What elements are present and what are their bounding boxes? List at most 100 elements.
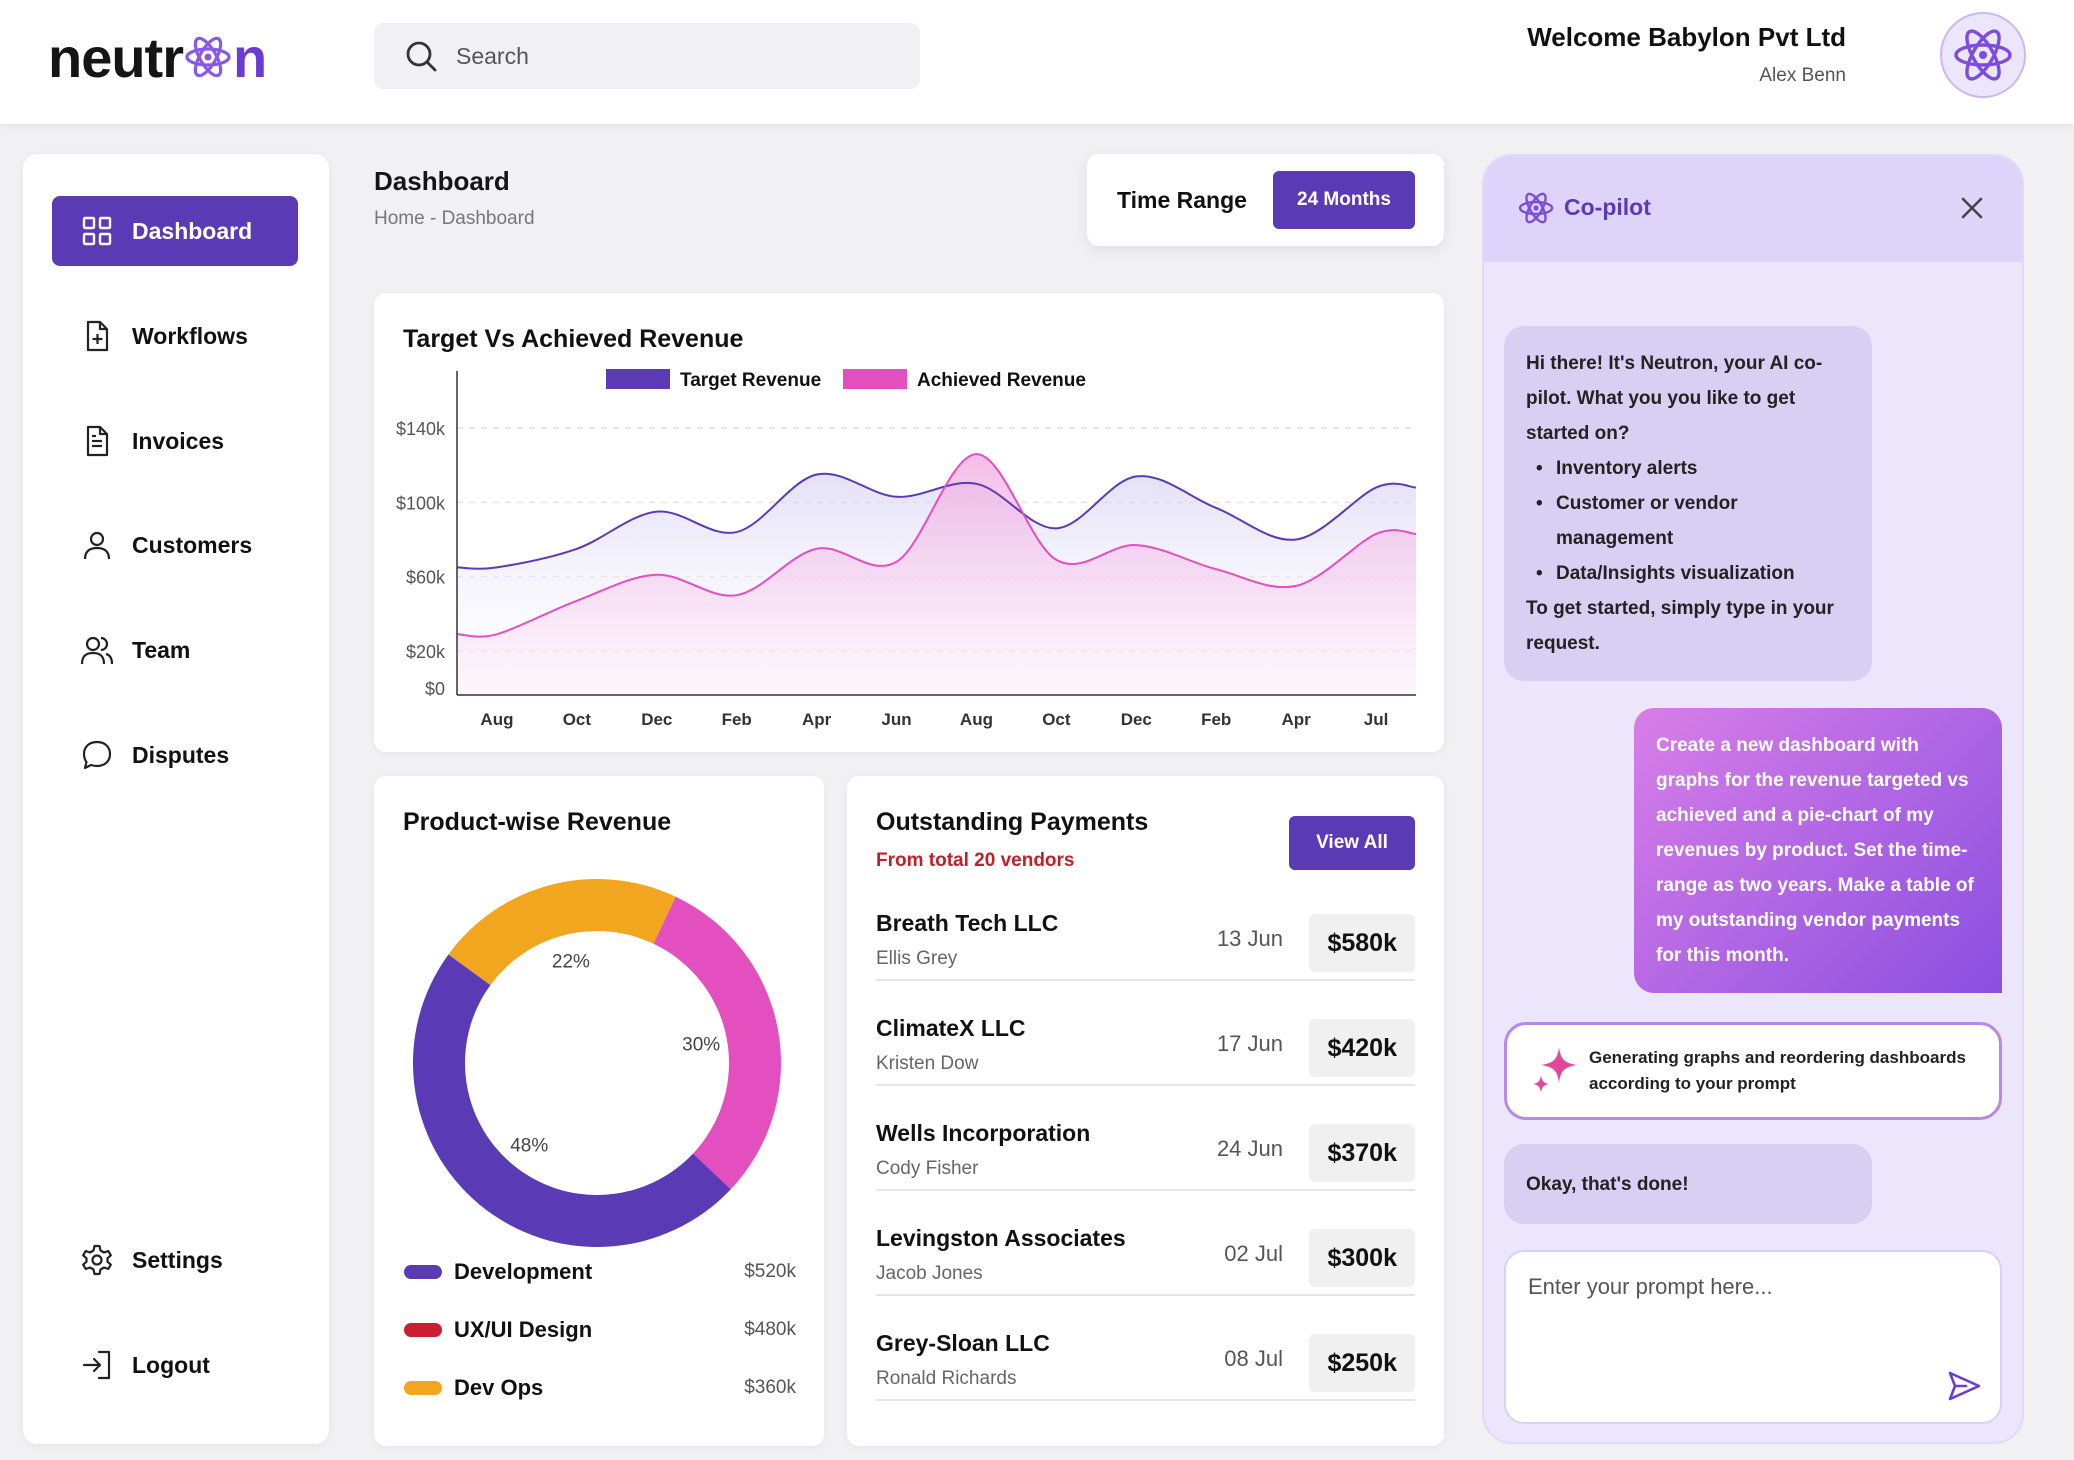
search-input[interactable] bbox=[456, 42, 876, 70]
x-tick-label: Feb bbox=[722, 710, 752, 729]
copilot-outro-text: To get started, simply type in your requ… bbox=[1526, 598, 1834, 654]
document-icon bbox=[86, 425, 109, 457]
x-tick-label: Feb bbox=[1201, 710, 1231, 729]
neutron-logo[interactable]: neutr n bbox=[48, 24, 267, 90]
legend-swatch bbox=[404, 1265, 442, 1279]
revenue-chart-title: Target Vs Achieved Revenue bbox=[403, 325, 744, 353]
top-bar: neutr n Welcome Babylon Pvt Ltd Alex Ben… bbox=[0, 0, 2074, 124]
sidebar-logout-label: Logout bbox=[132, 1351, 210, 1378]
x-tick-label: Aug bbox=[480, 710, 513, 729]
table-row[interactable]: Wells Incorporation Cody Fisher 24 Jun $… bbox=[876, 1086, 1415, 1191]
logo-text-prefix: neutr bbox=[48, 25, 184, 89]
donut-value-label: 22% bbox=[552, 951, 590, 972]
table-row[interactable]: Breath Tech LLC Ellis Grey 13 Jun $580k bbox=[876, 876, 1415, 981]
payment-amount: $370k bbox=[1309, 1124, 1415, 1182]
time-range-button[interactable]: 24 Months bbox=[1273, 171, 1415, 229]
users-icon bbox=[80, 636, 114, 665]
sidebar-item-invoices[interactable]: Invoices bbox=[52, 406, 298, 476]
legend-name: Dev Ops bbox=[454, 1375, 544, 1400]
x-tick-label: Apr bbox=[802, 710, 832, 729]
copilot-done-text: Okay, that's done! bbox=[1526, 1173, 1689, 1195]
legend-swatch bbox=[404, 1323, 442, 1337]
sidebar-item-disputes[interactable]: Disputes bbox=[52, 720, 298, 790]
close-icon[interactable] bbox=[1956, 192, 1988, 224]
copilot-panel: Co-pilot Hi there! It's Neutron, your AI… bbox=[1482, 154, 2024, 1444]
copilot-option: Data/Insights visualization bbox=[1536, 556, 1850, 591]
sidebar-item-label: Invoices bbox=[132, 427, 225, 454]
payment-amount: $300k bbox=[1309, 1229, 1415, 1287]
table-row[interactable]: ClimateX LLC Kristen Dow 17 Jun $420k bbox=[876, 981, 1415, 1086]
revenue-chart-card: Target Vs Achieved Revenue $0 $20k $60k $10… bbox=[374, 293, 1444, 752]
vendor-name: ClimateX LLC bbox=[876, 1015, 1026, 1041]
payment-amount: $580k bbox=[1309, 914, 1415, 972]
legend-value: $480k bbox=[744, 1319, 796, 1340]
sidebar-item-logout[interactable]: Logout bbox=[52, 1330, 298, 1400]
time-range-label: Time Range bbox=[1117, 186, 1247, 213]
legend-swatch bbox=[606, 369, 670, 389]
copilot-title: Co-pilot bbox=[1564, 194, 1651, 220]
payment-date: 17 Jun bbox=[1216, 1031, 1283, 1056]
avatar[interactable] bbox=[1940, 12, 2026, 98]
copilot-header: Co-pilot bbox=[1484, 156, 2022, 262]
y-tick-label: $20k bbox=[406, 642, 446, 662]
table-row[interactable]: Grey-Sloan LLC Ronald Richards 08 Jul $2… bbox=[876, 1296, 1415, 1401]
page-title: Dashboard bbox=[374, 166, 510, 196]
logout-icon bbox=[82, 1350, 111, 1380]
vendor-name: Grey-Sloan LLC bbox=[876, 1330, 1050, 1356]
atom-icon bbox=[185, 36, 231, 78]
donut-value-label: 30% bbox=[682, 1034, 720, 1055]
y-tick-label: $60k bbox=[406, 568, 446, 588]
vendor-name: Levingston Associates bbox=[876, 1225, 1126, 1251]
prompt-input[interactable] bbox=[1528, 1274, 1968, 1374]
sidebar-item-dashboard[interactable]: Dashboard bbox=[52, 196, 298, 266]
copilot-message-done: Okay, that's done! bbox=[1504, 1144, 1872, 1224]
legend-label: Achieved Revenue bbox=[917, 370, 1086, 391]
legend-value: $520k bbox=[744, 1261, 796, 1282]
x-tick-label: Jun bbox=[881, 710, 911, 729]
product-revenue-card: Product-wise Revenue 22% 30% 48% Developme… bbox=[374, 776, 824, 1446]
copilot-option: Inventory alerts bbox=[1536, 451, 1850, 486]
vendor-contact: Kristen Dow bbox=[876, 1053, 979, 1074]
sidebar-item-label: Workflows bbox=[132, 322, 248, 349]
gear-icon bbox=[82, 1244, 112, 1276]
legend-swatch bbox=[843, 369, 907, 389]
table-row[interactable]: Levingston Associates Jacob Jones 02 Jul… bbox=[876, 1191, 1415, 1296]
copilot-status-text: Generating graphs and reordering dashboa… bbox=[1589, 1048, 1966, 1093]
search-bar[interactable] bbox=[374, 23, 920, 89]
breadcrumb[interactable]: Home - Dashboard bbox=[374, 208, 535, 229]
payment-date: 13 Jun bbox=[1216, 926, 1283, 951]
logo-text-suffix: n bbox=[233, 25, 267, 89]
sidebar-item-team[interactable]: Team bbox=[52, 615, 298, 685]
x-tick-label: Apr bbox=[1281, 710, 1311, 729]
legend-item-dev-ops: Dev Ops $360k bbox=[404, 1373, 796, 1403]
x-tick-label: Dec bbox=[641, 710, 672, 729]
product-chart-title: Product-wise Revenue bbox=[403, 808, 672, 836]
outstanding-payments-card: Outstanding Payments From total 20 vendo… bbox=[847, 776, 1444, 1446]
payment-amount: $420k bbox=[1309, 1019, 1415, 1077]
payment-amount: $250k bbox=[1309, 1334, 1415, 1392]
sidebar-item-settings[interactable]: Settings bbox=[52, 1225, 298, 1295]
vendor-name: Breath Tech LLC bbox=[876, 910, 1059, 936]
donut-slice-ux-ui-design bbox=[653, 896, 781, 1190]
legend-item-development: Development $520k bbox=[404, 1257, 796, 1287]
sidebar-item-workflows[interactable]: Workflows bbox=[52, 301, 298, 371]
donut-slice-development bbox=[412, 954, 731, 1248]
vendor-contact: Jacob Jones bbox=[876, 1263, 983, 1284]
sidebar-item-label: Team bbox=[132, 636, 191, 663]
sidebar-item-label: Customers bbox=[132, 531, 253, 558]
welcome-block: Welcome Babylon Pvt Ltd Alex Benn bbox=[1527, 22, 1846, 87]
sidebar-settings-label: Settings bbox=[132, 1246, 223, 1273]
y-tick-label: $140k bbox=[396, 419, 446, 439]
payments-title: Outstanding Payments bbox=[876, 808, 1149, 836]
sidebar-item-customers[interactable]: Customers bbox=[52, 510, 298, 580]
x-tick-label: Oct bbox=[563, 710, 592, 729]
send-icon[interactable] bbox=[1946, 1368, 1982, 1404]
donut-slice-dev-ops bbox=[448, 879, 676, 986]
x-tick-label: Dec bbox=[1121, 710, 1152, 729]
product-donut-chart: 22% 30% 48% bbox=[412, 879, 781, 1248]
x-tick-label: Oct bbox=[1042, 710, 1071, 729]
payments-subtitle: From total 20 vendors bbox=[876, 850, 1075, 871]
time-range-card: Time Range 24 Months bbox=[1087, 154, 1444, 246]
view-all-button[interactable]: View All bbox=[1289, 816, 1415, 870]
search-icon bbox=[406, 41, 437, 72]
